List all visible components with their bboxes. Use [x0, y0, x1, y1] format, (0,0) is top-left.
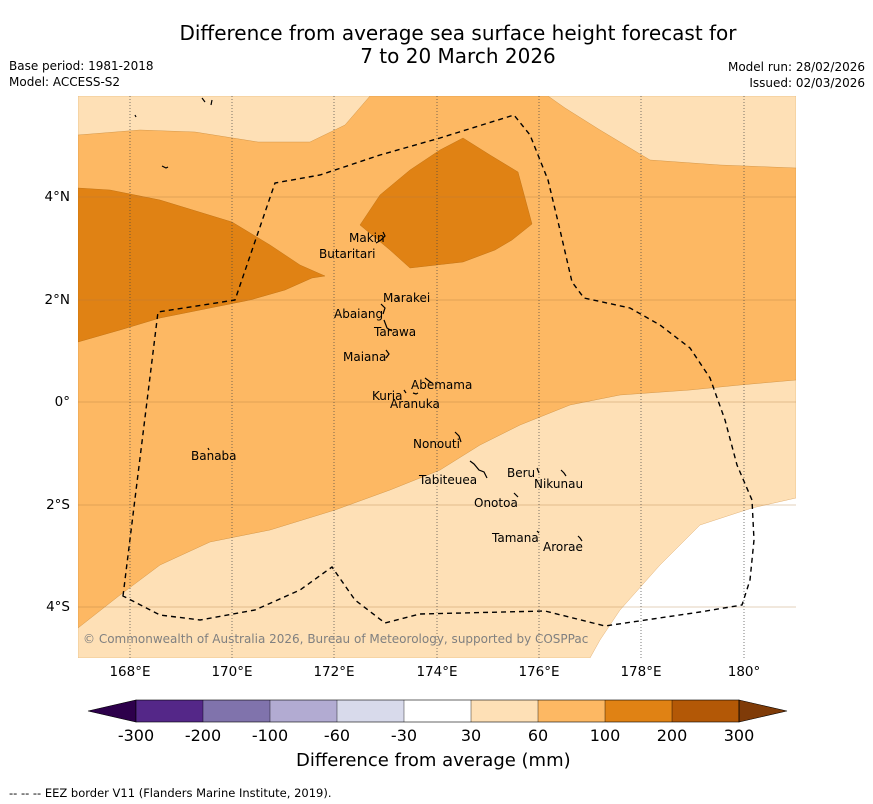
map-title: Difference from average sea surface heig…: [0, 22, 873, 68]
eez-border: [122, 114, 755, 627]
place-maiana: Maiana: [343, 350, 387, 364]
place-tarawa: Tarawa: [374, 325, 417, 339]
lon-label-172e: 172°E: [313, 664, 355, 680]
place-nonouti: Nonouti: [413, 437, 460, 451]
model-run: Model run: 28/02/2026: [727, 60, 865, 74]
lon-label-176e: 176°E: [518, 664, 560, 680]
lat-label-4n: 4°N: [44, 189, 70, 205]
place-arorae: Arorae: [543, 540, 583, 554]
cbar-tick-9: 200: [656, 726, 688, 745]
lon-label-168e: 168°E: [109, 664, 151, 680]
cbar-tick-7: 60: [527, 726, 549, 745]
colorbar-seg-4: [337, 700, 404, 722]
contour-60-100: [78, 96, 796, 629]
colorbar-seg-5: [404, 700, 471, 722]
place-nikunau: Nikunau: [534, 477, 584, 491]
cbar-tick-8: 100: [589, 726, 621, 745]
place-tabiteuea: Tabiteuea: [419, 473, 478, 487]
colorbar-above-max: [738, 699, 788, 723]
place-makin: Makin: [349, 231, 385, 245]
colorbar-below-min: [87, 699, 137, 723]
place-kuria: Kuria: [372, 389, 403, 403]
lon-label-170e: 170°E: [211, 664, 253, 680]
lat-label-4s: 4°S: [46, 599, 70, 615]
cbar-tick-1: -300: [117, 726, 155, 745]
colorbar-seg-6: [471, 700, 538, 722]
colorbar-seg-9: [672, 700, 739, 722]
contour-100-200-central: [359, 137, 533, 269]
lat-label-2s: 2°S: [46, 497, 70, 513]
model-name: Model: ACCESS-S2: [9, 75, 121, 89]
colorbar-seg-3: [270, 700, 337, 722]
eez-footnote: -- -- -- EEZ border V11 (Flanders Marine…: [9, 786, 332, 800]
colorbar-seg-7: [538, 700, 605, 722]
meta-right: Model run: 28/02/2026 Issued: 02/03/2026: [728, 59, 865, 91]
map-area: [78, 96, 796, 658]
place-butaritari: Butaritari: [319, 247, 376, 261]
colorbar-seg-1: [136, 700, 203, 722]
colorbar-seg-8: [605, 700, 672, 722]
lat-label-0: 0°: [54, 394, 70, 410]
colorbar-title: Difference from average (mm): [296, 750, 571, 771]
place-banaba: Banaba: [191, 449, 237, 463]
cbar-tick-10: 300: [723, 726, 755, 745]
place-aranuka: Aranuka: [390, 397, 440, 411]
lon-label-180: 180°: [727, 664, 761, 680]
cbar-tick-5: -30: [390, 726, 418, 745]
lat-label-2n: 2°N: [44, 292, 70, 308]
place-onotoa: Onotoa: [474, 496, 518, 510]
place-marakei: Marakei: [383, 291, 431, 305]
meta-left: Base period: 1981-2018 Model: ACCESS-S2: [9, 58, 154, 90]
place-beru: Beru: [507, 466, 536, 480]
base-period: Base period: 1981-2018: [9, 59, 154, 73]
title-line-1: Difference from average sea surface heig…: [179, 21, 737, 45]
cbar-tick-4: -60: [323, 726, 351, 745]
place-tamana: Tamana: [492, 531, 539, 545]
colorbar-seg-2: [203, 700, 270, 722]
place-abemama: Abemama: [411, 378, 473, 392]
islands: [134, 97, 583, 542]
cbar-tick-3: -100: [251, 726, 289, 745]
place-abaiang: Abaiang: [334, 307, 384, 321]
contour-100-200-west: [78, 187, 326, 343]
lon-label-178e: 178°E: [620, 664, 662, 680]
copyright-credit: © Commonwealth of Australia 2026, Bureau…: [83, 632, 589, 646]
lon-gridlines: [129, 96, 745, 658]
lon-label-174e: 174°E: [416, 664, 458, 680]
colorbar: [87, 699, 788, 723]
cbar-tick-6: 30: [460, 726, 482, 745]
issued-date: Issued: 02/03/2026: [749, 76, 865, 90]
title-line-2: 7 to 20 March 2026: [360, 44, 556, 68]
cbar-tick-2: -200: [184, 726, 222, 745]
